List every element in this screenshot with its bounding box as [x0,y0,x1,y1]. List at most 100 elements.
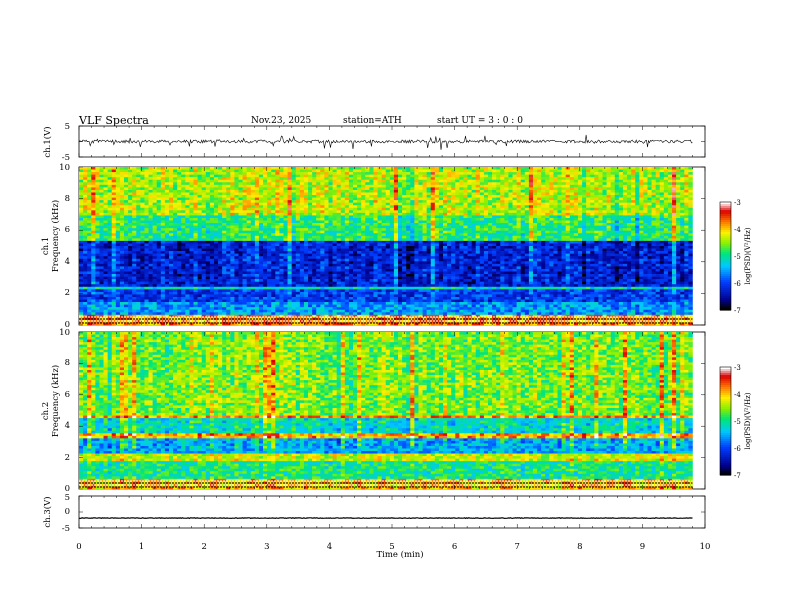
spectrogram-cell [205,200,211,203]
spectrogram-cell [443,202,448,206]
spectrogram-cell [177,238,182,242]
spectrogram-cell [438,217,444,221]
spectrogram-cell [123,172,129,175]
spectrogram-cell [508,167,513,170]
spectrogram-cell [287,202,292,206]
spectrogram-cell [140,223,145,226]
spectrogram-cell [492,246,497,249]
spectrogram-cell [459,200,464,203]
spectrogram-cell [389,192,395,196]
spectrogram-cell [627,238,632,242]
spectrogram-cell [173,230,178,234]
spectrogram-cell [618,200,624,203]
spectrogram-cell [312,167,317,170]
spectrogram-cell [524,205,530,209]
spectrogram-cell [373,212,378,216]
spectrogram-cell [606,179,611,183]
spectrogram-cell [598,172,603,175]
spectrogram-cell [594,167,599,170]
spectrogram-cell [357,215,362,219]
spectrogram-cell [651,200,656,203]
spectrogram-cell [455,167,460,170]
spectrogram-cell [353,172,358,175]
spectrogram-cell [651,246,656,249]
spectrogram-cell [185,243,190,247]
spectrogram-cell [443,243,448,247]
spectrogram-cell [479,174,485,178]
spectrogram-cell [353,174,358,178]
spectrogram-cell [549,243,554,247]
spectrogram-cell [512,228,517,232]
spectrogram-cell [655,172,661,175]
spectrogram-cell [242,187,247,191]
spectrogram-cell [549,189,554,193]
spectrogram-cell [303,248,309,252]
spectrogram-cell [385,184,391,188]
spectrogram-cell [467,210,472,214]
spectrogram-cell [545,220,550,224]
spectrogram-cell [336,228,342,232]
spectrogram-cell [156,223,162,226]
spectrogram-cell [344,195,350,198]
spectrogram-cell [471,192,477,196]
spectrogram-cell [148,210,153,214]
spectrogram-cell [434,184,440,188]
spectrogram-cell [577,195,583,198]
spectrogram-cell [340,225,346,229]
spectrogram-cell [590,195,595,198]
spectrogram-cell [234,230,239,234]
spectrogram-cell [639,189,644,193]
spectrogram-cell [451,225,456,229]
spectrogram-cell [385,210,391,214]
spectrogram-cell [332,205,337,209]
spectrogram-cell [152,192,158,196]
spectrogram-cell [283,215,288,219]
spectrogram-cell [336,189,342,193]
spectrogram-cell [348,217,354,221]
spectrogram-cell [365,246,370,249]
spectrogram-cell [189,233,194,237]
spectrogram-cell [398,235,403,239]
spectrogram-cell [193,238,198,242]
spectrogram-cell [663,225,669,229]
spectrogram-cell [205,223,211,226]
spectrogram-cell [132,177,137,181]
spectrogram-cell [234,182,239,186]
spectrogram-cell [242,182,247,186]
spectrogram-cell [209,184,215,188]
spectrogram-cell [500,230,505,234]
spectrogram-cell [528,238,534,242]
spectrogram-cell [573,220,579,224]
spectrogram-cell [389,189,395,193]
spectrogram-cell [512,200,517,203]
spectrogram-cell [451,238,456,242]
spectrogram-cell [516,187,522,191]
station-label: station=ATH [343,116,402,126]
spectrogram-cell [181,169,186,173]
spectrogram-cell [246,215,252,219]
spectrogram-cell [659,230,665,234]
spectrogram-cell [95,179,100,183]
spectrogram-cell [91,228,96,232]
spectrogram-cell [299,189,305,193]
spectrogram-cell [348,187,354,191]
spectrogram-cell [520,202,526,206]
spectrogram-cell [254,210,260,214]
spectrogram-cell [181,167,186,170]
spectrogram-cell [532,184,538,188]
spectrogram-cell [594,233,599,237]
spectrogram-cell [590,187,595,191]
spectrogram-cell [181,179,186,183]
spectrogram-cell [128,207,133,211]
spectrogram-cell [246,169,252,173]
spectrogram-cell [377,177,382,181]
spectrogram-cell [357,246,362,249]
spectrogram-cell [258,179,264,183]
spectrogram-cell [95,207,100,211]
spectrogram-cell [680,230,685,234]
spectrogram-cell [381,207,387,211]
spectrogram-cell [647,179,652,183]
spectrogram-cell [672,233,677,237]
spectrogram-cell [602,195,607,198]
spectrogram-cell [414,195,419,198]
